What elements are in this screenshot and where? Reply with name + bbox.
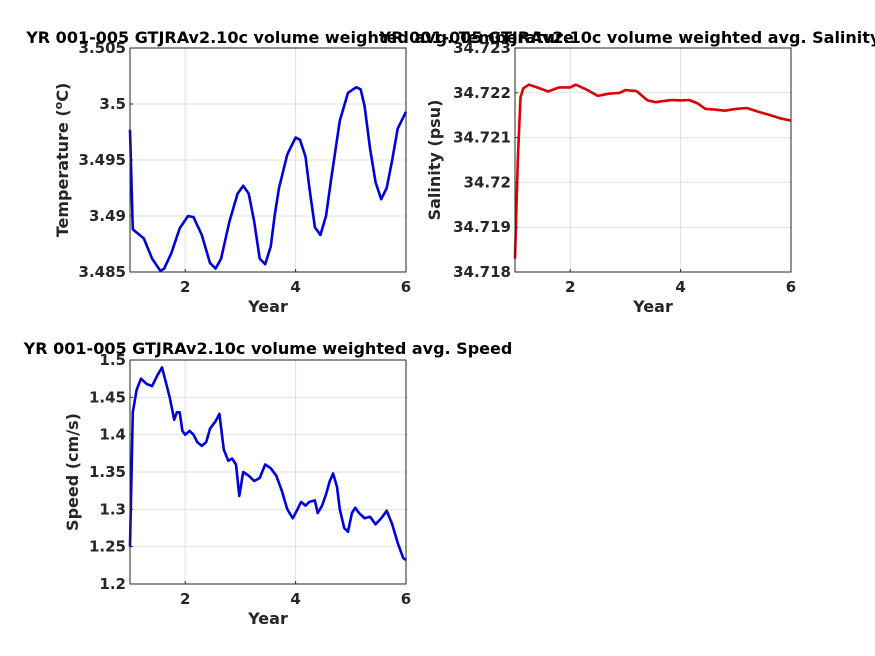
salinity-xtick-label: 2	[565, 278, 575, 296]
speed-ytick-label: 1.25	[89, 538, 126, 556]
temperature-ytick-label: 3.495	[79, 151, 126, 169]
salinity-chart: 2 4 6 34.718 34.719 34.72 34.721 34.722 34.723 Ye…	[379, 28, 875, 316]
salinity-x-axis-label: Year	[632, 297, 673, 316]
temperature-ytick-label: 3.505	[79, 39, 126, 57]
speed-y-axis-label: Speed (cm/s)	[63, 413, 82, 531]
speed-ytick-label: 1.2	[99, 575, 126, 593]
speed-ytick-label: 1.4	[99, 426, 126, 444]
speed-chart-title: YR 001-005 GTJRAv2.10c volume weighted a…	[23, 339, 513, 358]
salinity-series-line	[513, 83, 792, 259]
speed-series-line	[128, 366, 407, 562]
salinity-ytick-label: 34.723	[453, 39, 511, 57]
speed-ytick-label: 1.3	[99, 500, 126, 518]
salinity-xtick-label: 4	[675, 278, 685, 296]
speed-ytick-label: 1.5	[99, 351, 126, 369]
salinity-axes-box	[514, 47, 792, 273]
salinity-ytick-label: 34.718	[453, 263, 511, 281]
salinity-ytick-label: 34.72	[464, 173, 511, 191]
temperature-ytick-label: 3.485	[79, 263, 126, 281]
speed-x-axis-label: Year	[247, 609, 288, 628]
temperature-y-axis-label: Temperature (oC)	[52, 83, 72, 238]
speed-xtick-label: 2	[180, 590, 190, 608]
salinity-ytick-label: 34.721	[453, 129, 511, 147]
speed-chart: 2 4 6 1.2 1.25 1.3 1.35 1.4 1.45 1.5 Year Speed (cm…	[23, 339, 513, 628]
salinity-chart-title: YR 001-005 GTJRAv2.10c volume weighted a…	[379, 28, 875, 47]
temperature-chart-title: YR 001-005 GTJRAv2.10c volume weighted a…	[25, 28, 574, 47]
speed-ytick-label: 1.35	[89, 463, 126, 481]
salinity-xtick-label: 6	[786, 278, 796, 296]
speed-xtick-label: 4	[290, 590, 300, 608]
temperature-chart: 2 4 6 3.485 3.49 3.495 3.5 3.505 Year Temperature…	[25, 28, 574, 316]
temperature-ytick-label: 3.5	[99, 95, 126, 113]
salinity-ytick-label: 34.719	[453, 218, 511, 236]
temperature-xtick-label: 4	[290, 278, 300, 296]
speed-ytick-label: 1.45	[89, 388, 126, 406]
temperature-x-axis-label: Year	[247, 297, 288, 316]
speed-xtick-label: 6	[401, 590, 411, 608]
temperature-xtick-label: 6	[401, 278, 411, 296]
temperature-xtick-label: 2	[180, 278, 190, 296]
temperature-ytick-label: 3.49	[89, 207, 126, 225]
temperature-series-line	[128, 85, 408, 273]
salinity-ytick-label: 34.722	[453, 84, 511, 102]
salinity-y-axis-label: Salinity (psu)	[425, 100, 444, 221]
